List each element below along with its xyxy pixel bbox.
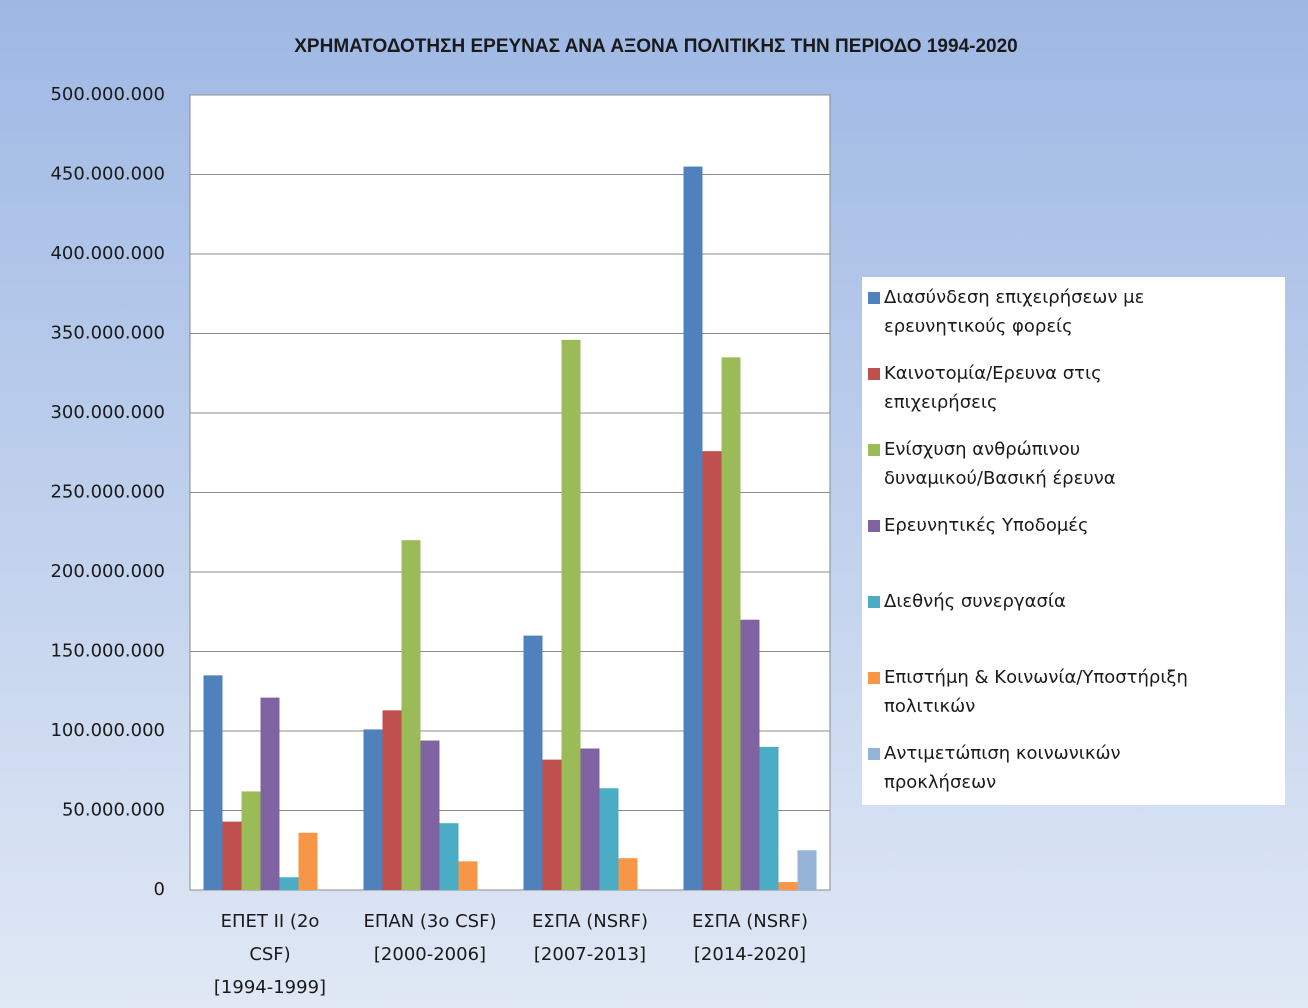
bar (458, 861, 478, 890)
legend-box (862, 277, 1285, 805)
bar (260, 697, 280, 890)
bar (797, 850, 817, 890)
legend-swatch (868, 292, 880, 304)
x-tick-label: ΕΠΑΝ (3ο CSF) [2000-2006] (364, 911, 497, 965)
y-tick-label: 450.000.000 (50, 164, 165, 185)
bar (203, 675, 223, 890)
bar (599, 788, 619, 890)
bar (420, 740, 440, 890)
legend-swatch (868, 672, 880, 684)
legend-swatch (868, 444, 880, 456)
bar (363, 729, 383, 890)
y-tick-label: 400.000.000 (50, 243, 165, 264)
legend-swatch (868, 596, 880, 608)
bar (580, 748, 600, 890)
legend-label: Καινοτομία/Ερευνα στις επιχειρήσεις (884, 363, 1102, 413)
legend-label: Διεθνής συνεργασία (884, 591, 1066, 612)
y-tick-label: 150.000.000 (50, 641, 165, 662)
bar (222, 821, 242, 890)
bar (618, 858, 638, 890)
bar (561, 339, 581, 890)
legend-swatch (868, 368, 880, 380)
bar (702, 451, 722, 890)
bar (721, 357, 741, 891)
bar (382, 710, 402, 890)
legend-label: Ενίσχυση ανθρώπινου δυναμικού/Βασική έρευ… (884, 439, 1116, 489)
bar (279, 877, 299, 890)
bar (523, 635, 543, 890)
legend-label: Ερευνητικές Υποδομές (884, 515, 1089, 536)
chart-title: ΧΡΗΜΑΤΟΔΟΤΗΣΗ ΕΡΕΥΝΑΣ ΑΝΑ ΑΞΟΝΑ ΠΟΛΙΤΙΚΗ… (294, 36, 1017, 57)
bar (740, 619, 760, 890)
y-tick-label: 0 (154, 879, 165, 900)
bar (683, 166, 703, 891)
bar (241, 791, 261, 890)
legend-label: Διασύνδεση επιχειρήσεων με ερευνητικούς φ… (884, 287, 1144, 337)
y-tick-label: 200.000.000 (50, 561, 165, 582)
y-tick-label: 100.000.000 (50, 720, 165, 741)
y-tick-label: 500.000.000 (50, 84, 165, 105)
bar (542, 759, 562, 890)
y-tick-label: 350.000.000 (50, 323, 165, 344)
legend-swatch (868, 520, 880, 532)
y-tick-label: 250.000.000 (50, 482, 165, 503)
bar (778, 882, 798, 890)
x-tick-label: ΕΣΠΑ (NSRF) [2014-2020] (692, 911, 808, 965)
x-tick-label: ΕΠΕΤ ΙΙ (2ο CSF) [1994-1999] (214, 911, 326, 998)
bar (759, 746, 779, 890)
bar (298, 832, 318, 890)
bar (401, 540, 421, 890)
legend-label: Αντιμετώπιση κοινωνικών προκλήσεων (884, 743, 1121, 793)
y-tick-label: 50.000.000 (62, 800, 165, 821)
y-tick-label: 300.000.000 (50, 402, 165, 423)
legend-swatch (868, 748, 880, 760)
x-tick-label: ΕΣΠΑ (NSRF) [2007-2013] (532, 911, 648, 965)
legend-label: Επιστήμη & Κοινωνία/Υποστήριξη πολιτικών (884, 667, 1188, 717)
bar (439, 823, 459, 890)
